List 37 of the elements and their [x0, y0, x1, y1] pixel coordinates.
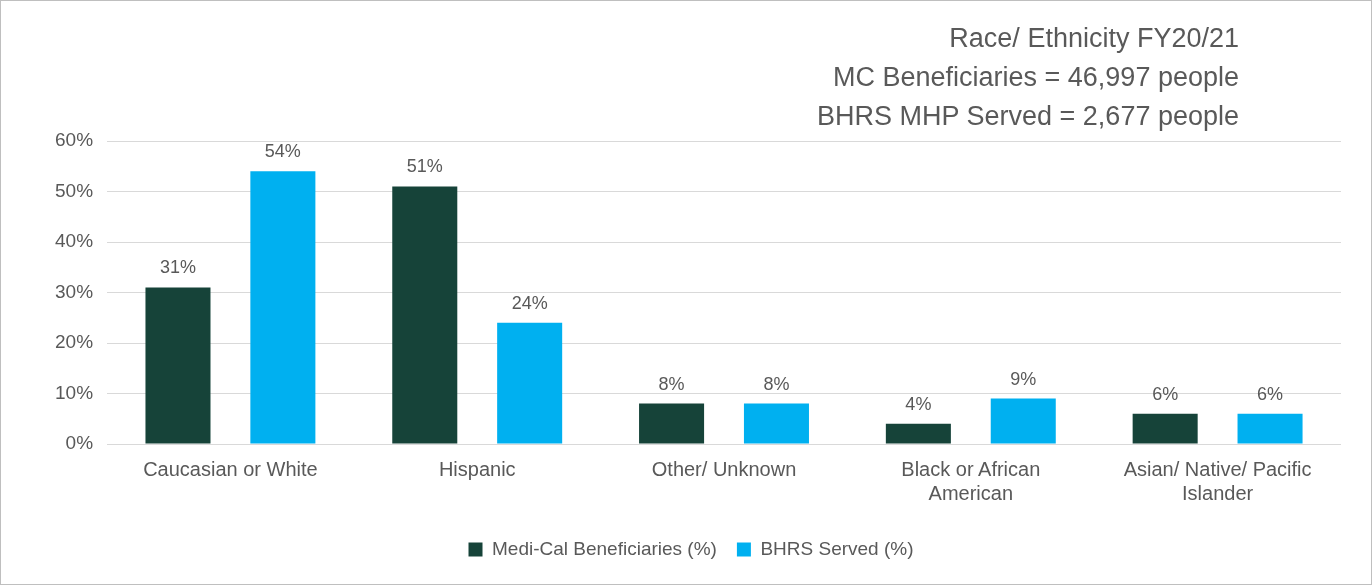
bar — [639, 403, 705, 444]
bar — [392, 186, 458, 444]
chart-subtitle: MC Beneficiaries = 46,997 people — [832, 61, 1239, 94]
legend-label: Medi-Cal Beneficiaries (%) — [492, 537, 717, 559]
x-tick-label: Black or African American — [901, 457, 1041, 504]
y-tick-label: 30% — [55, 280, 94, 302]
x-tick-label: Caucasian or White — [143, 457, 318, 480]
data-label: 4% — [905, 393, 932, 414]
y-tick-label: 20% — [55, 331, 94, 353]
y-tick-label: 0% — [65, 432, 94, 454]
y-tick-label: 10% — [55, 381, 94, 403]
y-tick-label: 60% — [55, 129, 94, 151]
bar — [743, 403, 809, 444]
y-tick-label: 50% — [55, 179, 94, 201]
bar — [990, 398, 1056, 444]
data-label: 6% — [1257, 383, 1284, 404]
bar — [1132, 413, 1198, 444]
data-label: 8% — [658, 373, 685, 394]
data-label: 54% — [264, 141, 301, 162]
y-tick-label: 40% — [55, 230, 94, 252]
legend-label: BHRS Served (%) — [760, 537, 914, 559]
data-label: 51% — [406, 156, 443, 177]
x-tick-label: Asian/ Native/ Pacific Islander — [1123, 457, 1312, 504]
data-label: 8% — [763, 373, 790, 394]
data-label: 6% — [1152, 383, 1179, 404]
x-tick-label: Other/ Unknown — [651, 457, 797, 480]
data-label: 31% — [159, 257, 196, 278]
bar — [250, 171, 316, 444]
data-label: 9% — [1010, 368, 1037, 389]
bar — [497, 322, 563, 444]
text: BHRS MHP Served = 2,677 people — [817, 100, 1239, 133]
bar — [885, 423, 951, 444]
chart-title: Race/ Ethnicity FY20/21 — [948, 22, 1239, 55]
bar — [1237, 413, 1303, 444]
x-tick-label: Hispanic — [438, 457, 516, 480]
data-label: 24% — [511, 292, 548, 313]
bar — [145, 287, 211, 444]
